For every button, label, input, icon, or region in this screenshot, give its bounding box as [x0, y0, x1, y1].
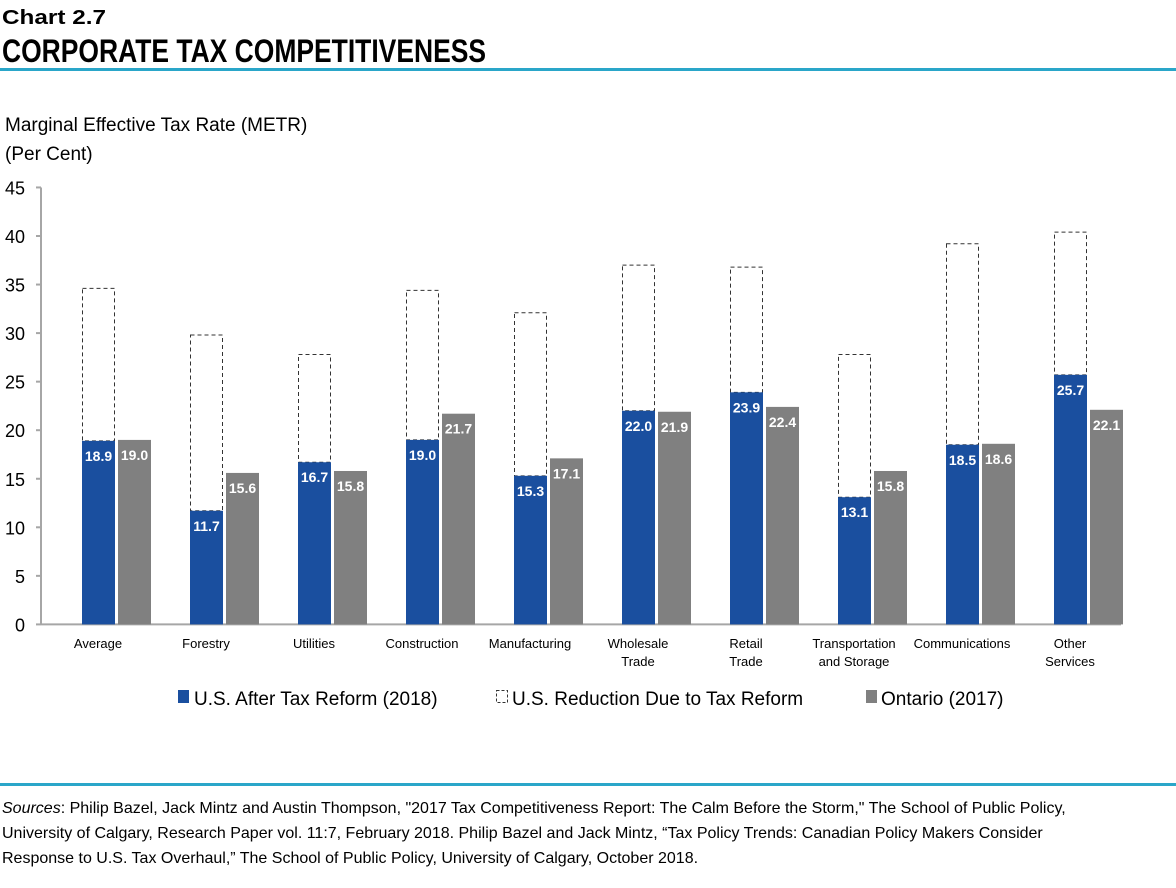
title-rule [0, 68, 1176, 71]
bar-us-reduction [622, 264, 655, 412]
y-tick-label: 45 [5, 178, 25, 198]
bar-us-after [514, 475, 547, 625]
bar-us-reduction [1054, 231, 1087, 376]
data-label-ontario: 15.8 [877, 478, 904, 494]
bar-ontario [118, 439, 151, 625]
x-category-label: Construction [386, 636, 459, 651]
data-label-us-after: 15.3 [517, 483, 544, 499]
x-category-label: Trade [729, 654, 762, 669]
bar-us-after [730, 392, 763, 625]
y-tick-label: 35 [5, 276, 25, 296]
x-category-label: Services [1045, 654, 1095, 669]
data-label-ontario: 17.1 [553, 465, 580, 481]
x-category-label: and Storage [819, 654, 890, 669]
x-category-label: Trade [621, 654, 654, 669]
bar-us-reduction [298, 353, 331, 463]
bar-us-reduction [514, 312, 547, 477]
bar-ontario [1090, 409, 1123, 625]
y-tick-label: 5 [15, 567, 25, 587]
bar-ontario [658, 411, 691, 625]
x-category-label: Utilities [293, 636, 335, 651]
x-category-label: Manufacturing [489, 636, 571, 651]
sources-line-1: Sources: Philip Bazel, Jack Mintz and Au… [2, 800, 1066, 817]
data-label-ontario: 22.1 [1093, 417, 1120, 433]
bar-ontario [334, 470, 367, 625]
bar-us-after [298, 462, 331, 625]
bar-us-reduction [406, 289, 439, 441]
bar-ontario [982, 443, 1015, 625]
bar-us-reduction [838, 353, 871, 498]
x-category-label: Forestry [182, 636, 230, 651]
x-category-label: Other [1054, 636, 1087, 651]
bar-us-after [1054, 374, 1087, 625]
sources-label: Sources [2, 800, 61, 817]
x-category-label: Retail [729, 636, 762, 651]
y-tick-label: 10 [5, 518, 25, 538]
bar-us-reduction [730, 266, 763, 393]
x-category-label: Communications [914, 636, 1011, 651]
data-label-ontario: 22.4 [769, 414, 796, 430]
x-category-label: Average [74, 636, 122, 651]
bar-us-after [82, 440, 115, 625]
bar-ontario [874, 470, 907, 625]
data-label-ontario: 21.7 [445, 421, 472, 437]
bar-ontario [442, 413, 475, 625]
legend-swatch-us-reduction [496, 690, 508, 703]
y-axis-label-line1: Marginal Effective Tax Rate (METR) [5, 115, 307, 136]
data-label-us-after: 25.7 [1057, 382, 1084, 398]
sources-line-2: University of Calgary, Research Paper vo… [2, 825, 1043, 842]
data-label-us-after: 18.5 [949, 452, 976, 468]
data-label-ontario: 15.6 [229, 480, 256, 496]
bar-ontario [550, 458, 583, 625]
legend-label-us-reduction: U.S. Reduction Due to Tax Reform [512, 689, 803, 710]
sources-text-1: : Philip Bazel, Jack Mintz and Austin Th… [61, 800, 1066, 817]
bar-ontario [226, 472, 259, 625]
bar-us-reduction [946, 243, 979, 446]
chart-number: Chart 2.7 [2, 7, 106, 29]
data-label-ontario: 19.0 [121, 447, 148, 463]
y-tick-label: 0 [15, 615, 25, 635]
bar-us-after [190, 510, 223, 625]
sources-line-3: Response to U.S. Tax Overhaul,” The Scho… [2, 850, 698, 867]
legend-swatch-ontario [866, 690, 877, 703]
bar-us-reduction [82, 287, 115, 442]
chart-title: CORPORATE TAX COMPETITIVENESS [2, 33, 486, 69]
legend-label-us-after: U.S. After Tax Reform (2018) [194, 689, 438, 710]
y-tick-label: 15 [5, 470, 25, 490]
data-label-us-after: 18.9 [85, 448, 112, 464]
data-label-us-after: 23.9 [733, 399, 760, 415]
bar-us-reduction [190, 334, 223, 512]
legend-label-ontario: Ontario (2017) [881, 689, 1004, 710]
y-tick-label: 30 [5, 324, 25, 344]
legend-swatch-us-after [178, 690, 189, 703]
data-label-us-after: 13.1 [841, 504, 868, 520]
data-label-us-after: 22.0 [625, 418, 652, 434]
bar-ontario [766, 406, 799, 625]
bar-us-after [838, 497, 871, 625]
y-axis-label-line2: (Per Cent) [5, 144, 93, 165]
x-category-label: Wholesale [608, 636, 669, 651]
x-category-label: Transportation [812, 636, 895, 651]
y-tick-label: 40 [5, 227, 25, 247]
bar-us-after [406, 439, 439, 625]
sources-rule [0, 783, 1176, 786]
plot-area: 0 5 10 15 20 25 30 35 40 45 18.9 19.0 Average 11.7 15.… [5, 178, 1123, 669]
data-label-us-after: 11.7 [193, 518, 220, 534]
data-label-ontario: 15.8 [337, 478, 364, 494]
legend: U.S. After Tax Reform (2018) U.S. Reduct… [178, 689, 1004, 710]
y-tick-label: 20 [5, 421, 25, 441]
data-label-us-after: 19.0 [409, 447, 436, 463]
data-label-ontario: 18.6 [985, 451, 1012, 467]
data-label-us-after: 16.7 [301, 469, 328, 485]
bar-us-after [946, 444, 979, 625]
data-label-ontario: 21.9 [661, 419, 688, 435]
y-tick-label: 25 [5, 373, 25, 393]
bar-us-after [622, 410, 655, 625]
